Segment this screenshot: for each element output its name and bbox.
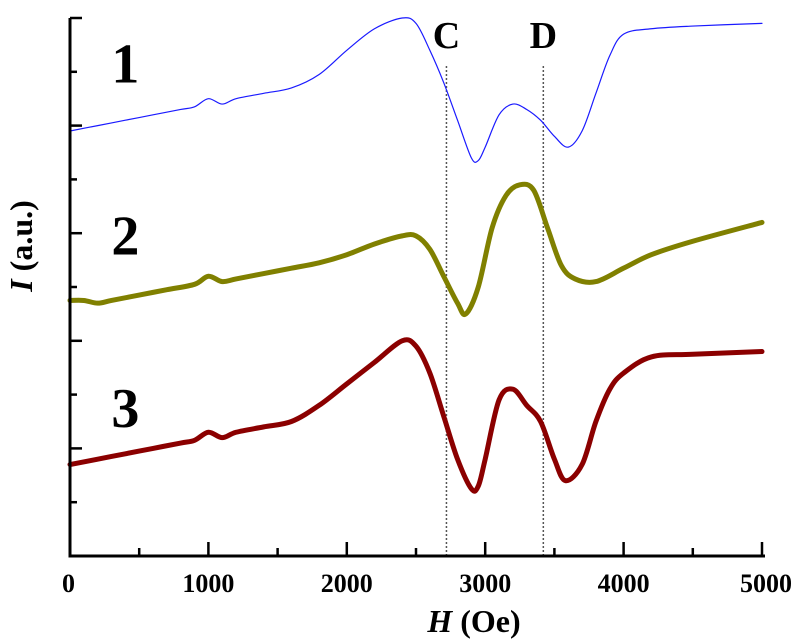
labels: C D 1 2 3	[111, 15, 557, 440]
series-2-line	[67, 181, 765, 317]
series-3-label: 3	[111, 378, 139, 440]
reference-label-c: C	[433, 15, 460, 57]
x-ticks: 0 1000 2000 3000 4000 5000	[62, 542, 792, 598]
x-tick-label: 0	[62, 569, 75, 598]
reference-label-d: D	[530, 15, 557, 57]
y-axis-title-rest: (a.u.)	[3, 200, 39, 279]
x-tick-label: 2000	[321, 569, 373, 598]
x-axis-title: H (Oe)	[426, 603, 520, 639]
x-axis-title-italic: H	[426, 603, 453, 639]
series-layer	[67, 17, 765, 494]
x-axis-title-rest: (Oe)	[452, 603, 520, 639]
x-tick-label: 1000	[182, 569, 234, 598]
y-axis-title-italic: I	[3, 278, 39, 293]
series-2-label: 2	[111, 206, 139, 268]
y-axis-title: I (a.u.)	[3, 200, 39, 293]
x-tick-label: 3000	[459, 569, 511, 598]
reference-lines	[445, 66, 545, 556]
series-1-line	[69, 17, 763, 164]
x-tick-label: 5000	[740, 569, 792, 598]
x-tick-label: 4000	[598, 569, 650, 598]
series-3-line	[67, 337, 765, 494]
series-1-label: 1	[111, 34, 139, 96]
y-ticks	[70, 16, 82, 504]
